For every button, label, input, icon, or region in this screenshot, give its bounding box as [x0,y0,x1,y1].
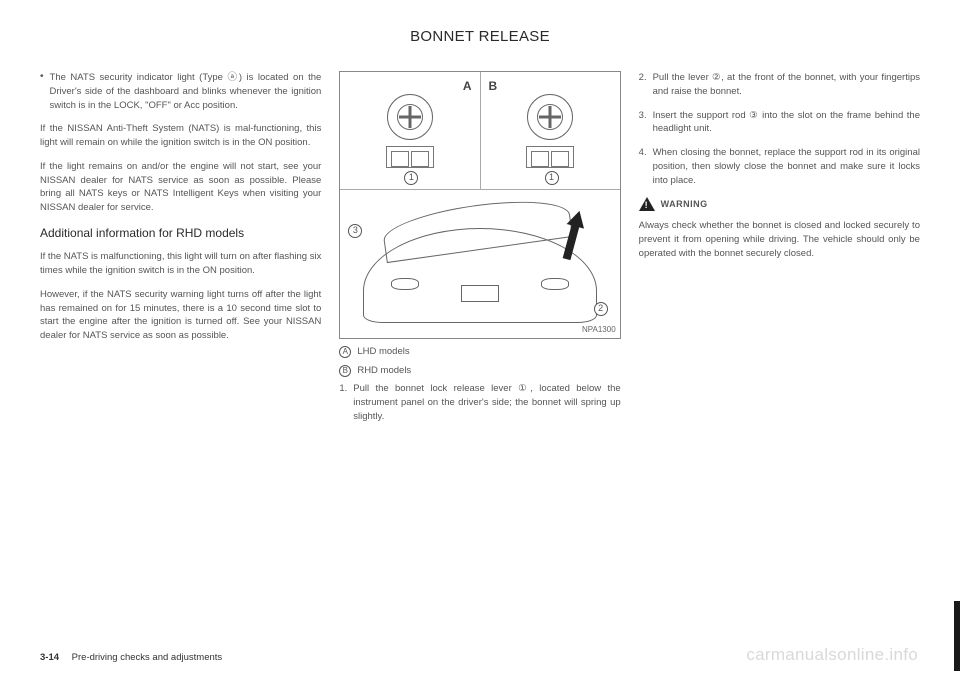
callout-1a: 1 [404,171,418,185]
page-edge-tab [954,601,960,671]
step-item: 2. Pull the lever ②, at the front of the… [639,71,920,99]
step-number: 4. [639,146,647,187]
callout-3: 3 [348,224,362,238]
figure-panel-b: B 1 [481,72,620,189]
column-left: • The NATS security indicator light (Typ… [40,71,321,434]
step-item: 4. When closing the bonnet, replace the … [639,146,920,187]
page-heading: BONNET RELEASE [40,28,920,45]
page-footer: 3-14 Pre-driving checks and adjustments [40,652,222,663]
legend-b: B RHD models [339,364,620,378]
subheading: Additional information for RHD models [40,225,321,242]
figure-panel-a: A 1 [340,72,480,189]
watermark-text: carmanualsonline.info [746,645,918,665]
steps-list-cont: 2. Pull the lever ②, at the front of the… [639,71,920,187]
content-columns: • The NATS security indicator light (Typ… [40,71,920,434]
car-headlight-icon [391,278,419,290]
step-number: 2. [639,71,647,99]
warning-header: WARNING [639,197,920,211]
release-switch-icon [526,146,574,168]
callout-1b: 1 [545,171,559,185]
step-text: Insert the support rod ③ into the slot o… [653,109,920,137]
legend-a: A LHD models [339,345,620,359]
bullet-dot-icon: • [40,71,44,122]
car-grill-icon [461,285,499,302]
figure-bottom: 3 2 [340,189,619,338]
page-number: 3-14 [40,652,59,663]
warning-triangle-icon [639,197,655,211]
steering-wheel-icon [527,94,573,140]
step-text: When closing the bonnet, replace the sup… [653,146,920,187]
step-item: 1. Pull the bonnet lock release lever ①,… [339,382,620,423]
bonnet-release-figure: A 1 B 1 [339,71,620,339]
step-number: 1. [339,382,347,423]
figure-top-row: A 1 B 1 [340,72,619,189]
steps-list: 1. Pull the bonnet lock release lever ①,… [339,382,620,423]
car-headlight-icon [541,278,569,290]
step-text: Pull the bonnet lock release lever ①, lo… [353,382,620,423]
paragraph: If the light remains on and/or the engin… [40,160,321,215]
release-switch-icon [386,146,434,168]
paragraph: If the NISSAN Anti-Theft System (NATS) i… [40,122,321,150]
panel-label-b: B [489,78,498,95]
legend-b-text: RHD models [357,364,411,378]
step-text: Pull the lever ②, at the front of the bo… [653,71,920,99]
paragraph: However, if the NATS security warning li… [40,288,321,343]
legend-a-text: LHD models [357,345,409,359]
panel-label-a: A [463,78,472,95]
column-right: 2. Pull the lever ②, at the front of the… [639,71,920,434]
step-item: 3. Insert the support rod ③ into the slo… [639,109,920,137]
steering-wheel-icon [387,94,433,140]
legend-marker-a-icon: A [339,346,351,358]
warning-label: WARNING [661,198,708,211]
section-name: Pre-driving checks and adjustments [72,652,223,663]
paragraph: If the NATS is malfunctioning, this ligh… [40,250,321,278]
callout-2: 2 [594,302,608,316]
bullet-text: The NATS security indicator light (Type … [50,71,322,112]
car-illustration [363,205,598,323]
warning-text: Always check whether the bonnet is close… [639,219,920,260]
legend-marker-b-icon: B [339,365,351,377]
step-number: 3. [639,109,647,137]
bullet-item: • The NATS security indicator light (Typ… [40,71,321,122]
column-middle: A 1 B 1 [339,71,620,434]
figure-code: NPA1300 [582,324,616,336]
